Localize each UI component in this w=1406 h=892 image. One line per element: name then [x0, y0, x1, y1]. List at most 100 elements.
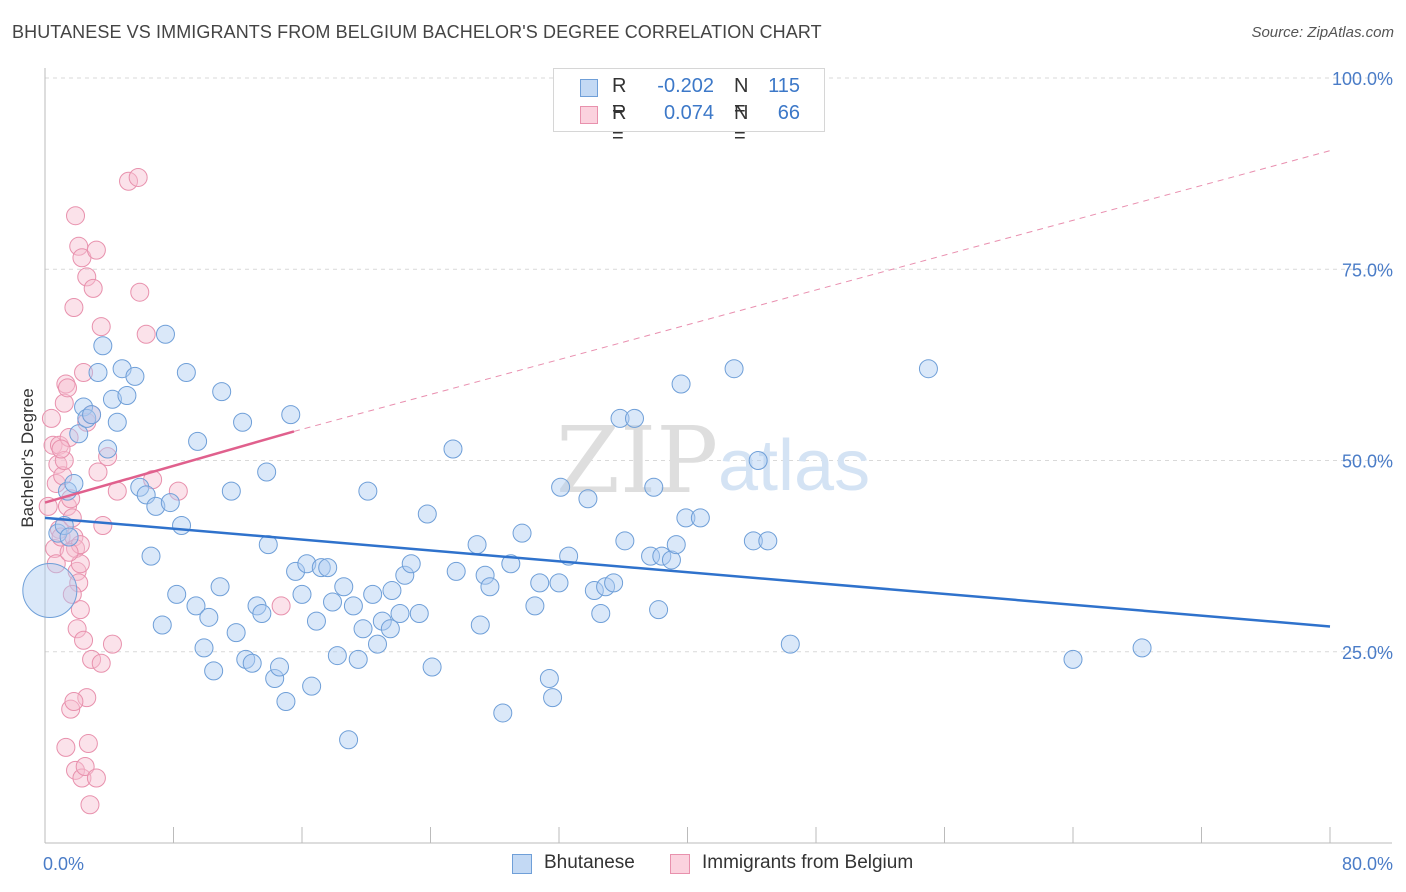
bhutanese-point — [188, 431, 208, 451]
bhutanese-point — [265, 669, 285, 689]
bhutanese-point — [353, 619, 373, 639]
belgium-point — [59, 542, 79, 562]
belgium-point — [70, 600, 90, 620]
bhutanese-point — [130, 477, 150, 497]
belgium-point — [91, 317, 111, 337]
stats-r-label: R = — [612, 102, 627, 147]
bhutanese-point — [212, 382, 232, 402]
bhutanese-point — [1132, 638, 1152, 658]
belgium-point — [91, 653, 111, 673]
belgium-point — [57, 378, 77, 398]
bhutanese-point — [141, 546, 161, 566]
immigrants-belgium-points — [38, 167, 291, 815]
bhutanese-point — [334, 577, 354, 597]
watermark-zip: ZIP — [556, 407, 718, 514]
stats-swatch-blue — [580, 79, 598, 97]
bhutanese-point — [649, 600, 669, 620]
x-tick-label: 80.0% — [1342, 854, 1393, 874]
bhutanese-point — [339, 730, 359, 750]
belgium-point — [66, 206, 86, 226]
bhutanese-point — [512, 523, 532, 543]
source-label: Source: ZipAtlas.com — [1251, 24, 1394, 41]
bhutanese-point — [93, 336, 113, 356]
belgium-point — [119, 171, 139, 191]
bhutanese-point — [98, 439, 118, 459]
belgium-point — [136, 324, 156, 344]
bhutanese-point — [102, 389, 122, 409]
bhutanese-point — [233, 412, 253, 432]
belgium-point — [88, 462, 108, 482]
belgium-point — [77, 267, 97, 287]
belgium-point — [128, 167, 148, 187]
belgium-point — [98, 447, 118, 467]
bhutanese-point — [724, 359, 744, 379]
belgium-point — [168, 481, 188, 501]
bhutanese-point — [480, 577, 500, 597]
bhutanese-point — [676, 508, 696, 528]
bhutanese-point — [918, 359, 938, 379]
bhutanese-point — [363, 584, 383, 604]
watermark-atlas: atlas — [718, 426, 870, 506]
bhutanese-point — [69, 424, 89, 444]
bhutanese-point — [311, 558, 331, 578]
bhutanese-point — [242, 653, 262, 673]
bhutanese-point — [382, 581, 402, 601]
tick-labels: 25.0% 50.0% 75.0% 100.0% 0.0% 80.0% — [43, 69, 1393, 874]
bhutanese-point — [204, 661, 224, 681]
bhutanese-point — [167, 584, 187, 604]
bhutanese-point — [401, 554, 421, 574]
belgium-point — [51, 439, 71, 459]
bhutanese-point — [146, 496, 166, 516]
axes-layer — [44, 68, 1392, 844]
belgium-point — [38, 496, 58, 516]
bhutanese-point — [327, 646, 347, 666]
bhutanese-point — [666, 535, 686, 555]
bhutanese-point — [578, 489, 598, 509]
belgium-point — [130, 282, 150, 302]
stats-r-value: 0.074 — [663, 102, 714, 124]
belgium-point — [62, 508, 82, 528]
bhutanese-point — [390, 604, 410, 623]
bhutanese-point — [748, 451, 768, 470]
bhutanese-point — [372, 611, 392, 631]
bhutanese-point — [160, 493, 180, 513]
bhutanese-point — [297, 554, 317, 574]
bhutanese-point — [641, 546, 661, 566]
bhutanese-point — [615, 531, 635, 551]
belgium-point — [86, 240, 106, 260]
bhutanese-point — [624, 408, 644, 428]
bhutanese-point — [591, 604, 611, 623]
bhutanese-point — [367, 634, 387, 654]
bhutanese-point — [584, 581, 604, 601]
belgium-point — [70, 535, 90, 555]
bhutanese-point — [252, 604, 272, 623]
bhutanese-point — [343, 596, 363, 616]
bhutanese-point — [107, 412, 127, 432]
bhutanese-point — [644, 477, 664, 497]
legend-label: Immigrants from Belgium — [702, 852, 914, 873]
belgium-point — [61, 699, 81, 719]
bhutanese-point — [318, 558, 338, 578]
grid-layer — [45, 77, 1392, 653]
y-tick-label: 25.0% — [1342, 643, 1393, 663]
bhutanese-point — [549, 573, 569, 593]
belgium-point — [53, 466, 73, 486]
bhutanese-point — [323, 592, 343, 612]
bhutanese-trend-line — [44, 516, 1331, 628]
bhutanese-point — [543, 688, 563, 708]
legend-label: Bhutanese — [544, 852, 635, 873]
bhutanese-point — [117, 385, 137, 405]
bhutanese-point — [380, 619, 400, 639]
chart-title: BHUTANESE VS IMMIGRANTS FROM BELGIUM BAC… — [12, 22, 822, 42]
belgium-point — [77, 688, 97, 708]
bhutanese-point — [525, 596, 545, 616]
bhutanese-point — [358, 481, 378, 501]
belgium-point — [271, 596, 291, 616]
bhutanese-point — [292, 584, 312, 604]
bhutanese-point — [530, 573, 550, 593]
bhutanese-point — [475, 565, 495, 585]
bhutanese-point — [257, 462, 277, 482]
bhutanese-point — [306, 611, 326, 631]
bhutanese-point — [409, 604, 429, 623]
bhutanese-point — [395, 565, 415, 585]
